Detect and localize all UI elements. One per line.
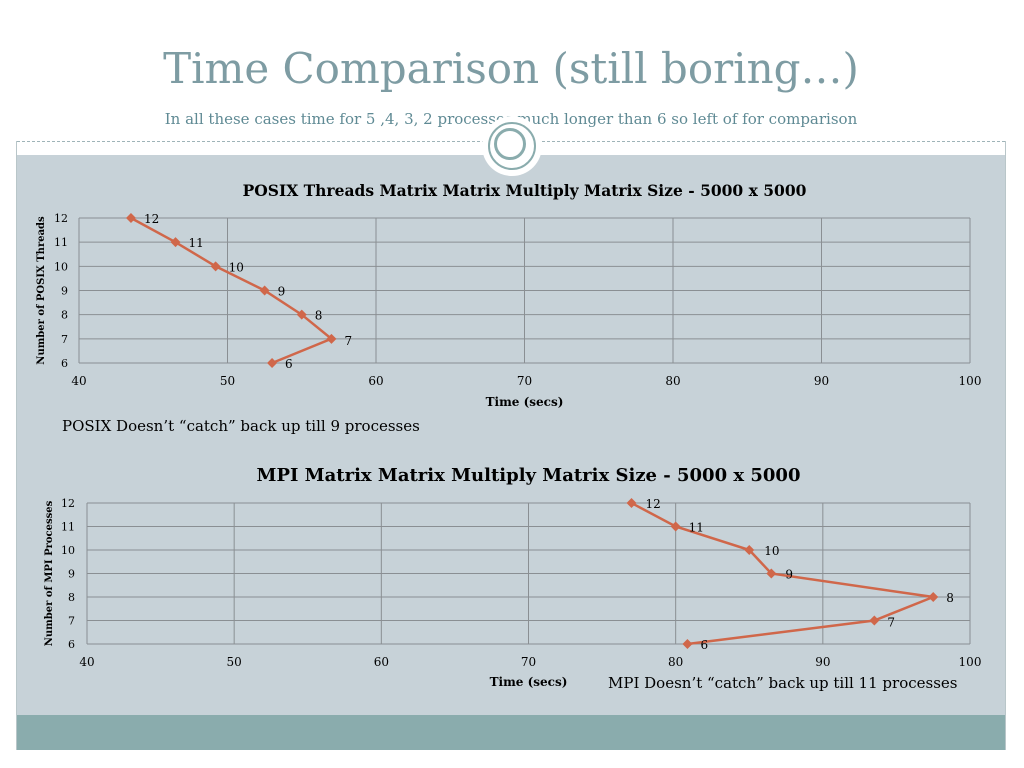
posix-data-point [267,358,278,368]
mpi-y-tick-label: 6 [68,638,75,651]
mpi-x-tick-label: 80 [668,655,683,669]
circle-ornament-icon [482,116,542,176]
mpi-data-point [682,639,693,649]
posix-data-point [296,309,307,320]
posix-y-tick-label: 8 [61,309,68,322]
content-area [17,155,1005,715]
mpi-chart-title: MPI Matrix Matrix Multiply Matrix Size -… [257,465,801,486]
posix-data-point [170,237,181,248]
mpi-data-point [744,545,755,555]
posix-x-tick-label: 90 [814,374,829,388]
posix-y-tick-label: 9 [61,285,68,298]
mpi-x-tick-label: 60 [374,655,389,669]
mpi-x-axis-label: Time (secs) [490,675,568,689]
posix-data-point [326,333,337,344]
mpi-data-label: 10 [764,544,779,558]
mpi-data-point [626,498,637,508]
posix-data-label: 6 [285,357,293,371]
mpi-y-tick-label: 11 [61,521,75,534]
posix-data-label: 7 [344,334,352,348]
posix-x-tick-label: 100 [959,374,982,388]
mpi-data-label: 11 [689,521,704,535]
mpi-data-point [670,521,681,532]
posix-x-tick-label: 60 [368,374,383,388]
posix-x-tick-label: 80 [665,374,680,388]
slide-title: Time Comparison (still boring…) [163,44,859,93]
mpi-data-point [766,568,777,579]
posix-data-label: 9 [278,285,286,299]
posix-y-tick-label: 12 [54,212,68,225]
mpi-x-tick-label: 70 [521,655,536,669]
posix-data-label: 12 [144,212,159,226]
mpi-note: MPI Doesn’t “catch” back up till 11 proc… [608,674,958,692]
posix-x-axis-label: Time (secs) [486,395,564,409]
mpi-y-tick-label: 7 [68,615,75,628]
posix-y-tick-label: 10 [54,260,68,273]
mpi-x-tick-label: 50 [227,655,242,669]
mpi-data-label: 9 [785,568,793,582]
mpi-y-tick-label: 10 [61,544,75,557]
mpi-data-point [869,615,880,626]
posix-data-point [259,285,270,296]
mpi-data-label: 6 [700,638,708,652]
mpi-y-tick-label: 9 [68,568,75,581]
posix-y-tick-label: 7 [61,333,68,346]
mpi-y-tick-label: 12 [61,497,75,510]
posix-y-tick-label: 6 [61,357,68,370]
mpi-data-label: 12 [646,497,661,511]
posix-data-point [210,261,221,272]
mpi-y-axis-label: Number of MPI Processes [44,500,55,646]
posix-x-tick-label: 70 [517,374,532,388]
posix-x-tick-label: 50 [220,374,235,388]
posix-note: POSIX Doesn’t “catch” back up till 9 pro… [62,417,420,435]
mpi-x-tick-label: 90 [815,655,830,669]
posix-data-label: 8 [315,309,323,323]
posix-x-tick-label: 40 [71,374,86,388]
posix-data-point [125,213,136,223]
mpi-data-label: 7 [887,616,895,630]
mpi-x-tick-label: 100 [959,655,982,669]
mpi-data-point [928,592,939,602]
posix-data-label: 10 [229,260,244,274]
footer-bar [17,715,1005,750]
posix-chart-title: POSIX Threads Matrix Matrix Multiply Mat… [243,181,807,200]
posix-y-tick-label: 11 [54,236,68,249]
posix-y-axis-label: Number of POSIX Threads [36,216,47,365]
mpi-x-tick-label: 40 [79,655,94,669]
mpi-y-tick-label: 8 [68,591,75,604]
mpi-data-label: 8 [946,591,954,605]
posix-data-label: 11 [189,236,204,250]
